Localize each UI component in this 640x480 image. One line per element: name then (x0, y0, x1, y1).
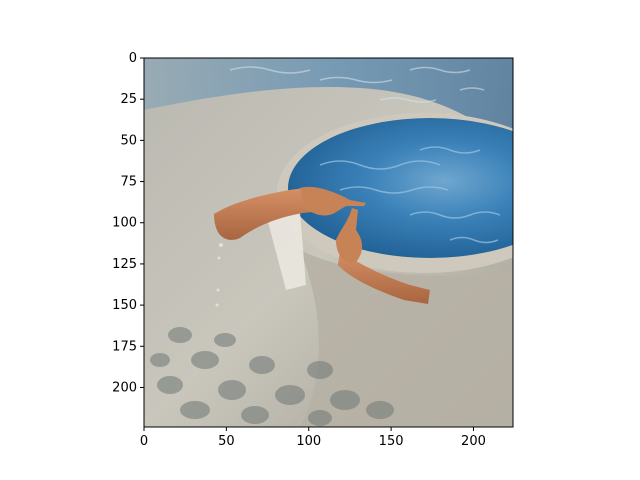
y-tick-label: 0 (129, 51, 137, 66)
y-tick-label: 125 (112, 257, 137, 272)
x-tick-label: 0 (140, 434, 148, 449)
x-tick-label: 150 (379, 434, 404, 449)
y-tick-label: 200 (112, 380, 137, 395)
x-axis: 0 50 100 150 200 (140, 427, 486, 449)
y-tick-label: 150 (112, 298, 137, 313)
y-tick-label: 175 (112, 339, 137, 354)
x-tick-label: 50 (218, 434, 235, 449)
x-tick-label: 200 (461, 434, 486, 449)
hot-tub-water (288, 118, 572, 258)
y-tick-label: 50 (120, 133, 137, 148)
y-tick-label: 25 (120, 92, 137, 107)
y-axis: 0 25 50 75 100 125 150 175 200 (112, 51, 144, 395)
y-tick-label: 75 (120, 175, 137, 190)
y-tick-label: 100 (112, 216, 137, 231)
x-tick-label: 100 (296, 434, 321, 449)
photo (144, 58, 573, 427)
